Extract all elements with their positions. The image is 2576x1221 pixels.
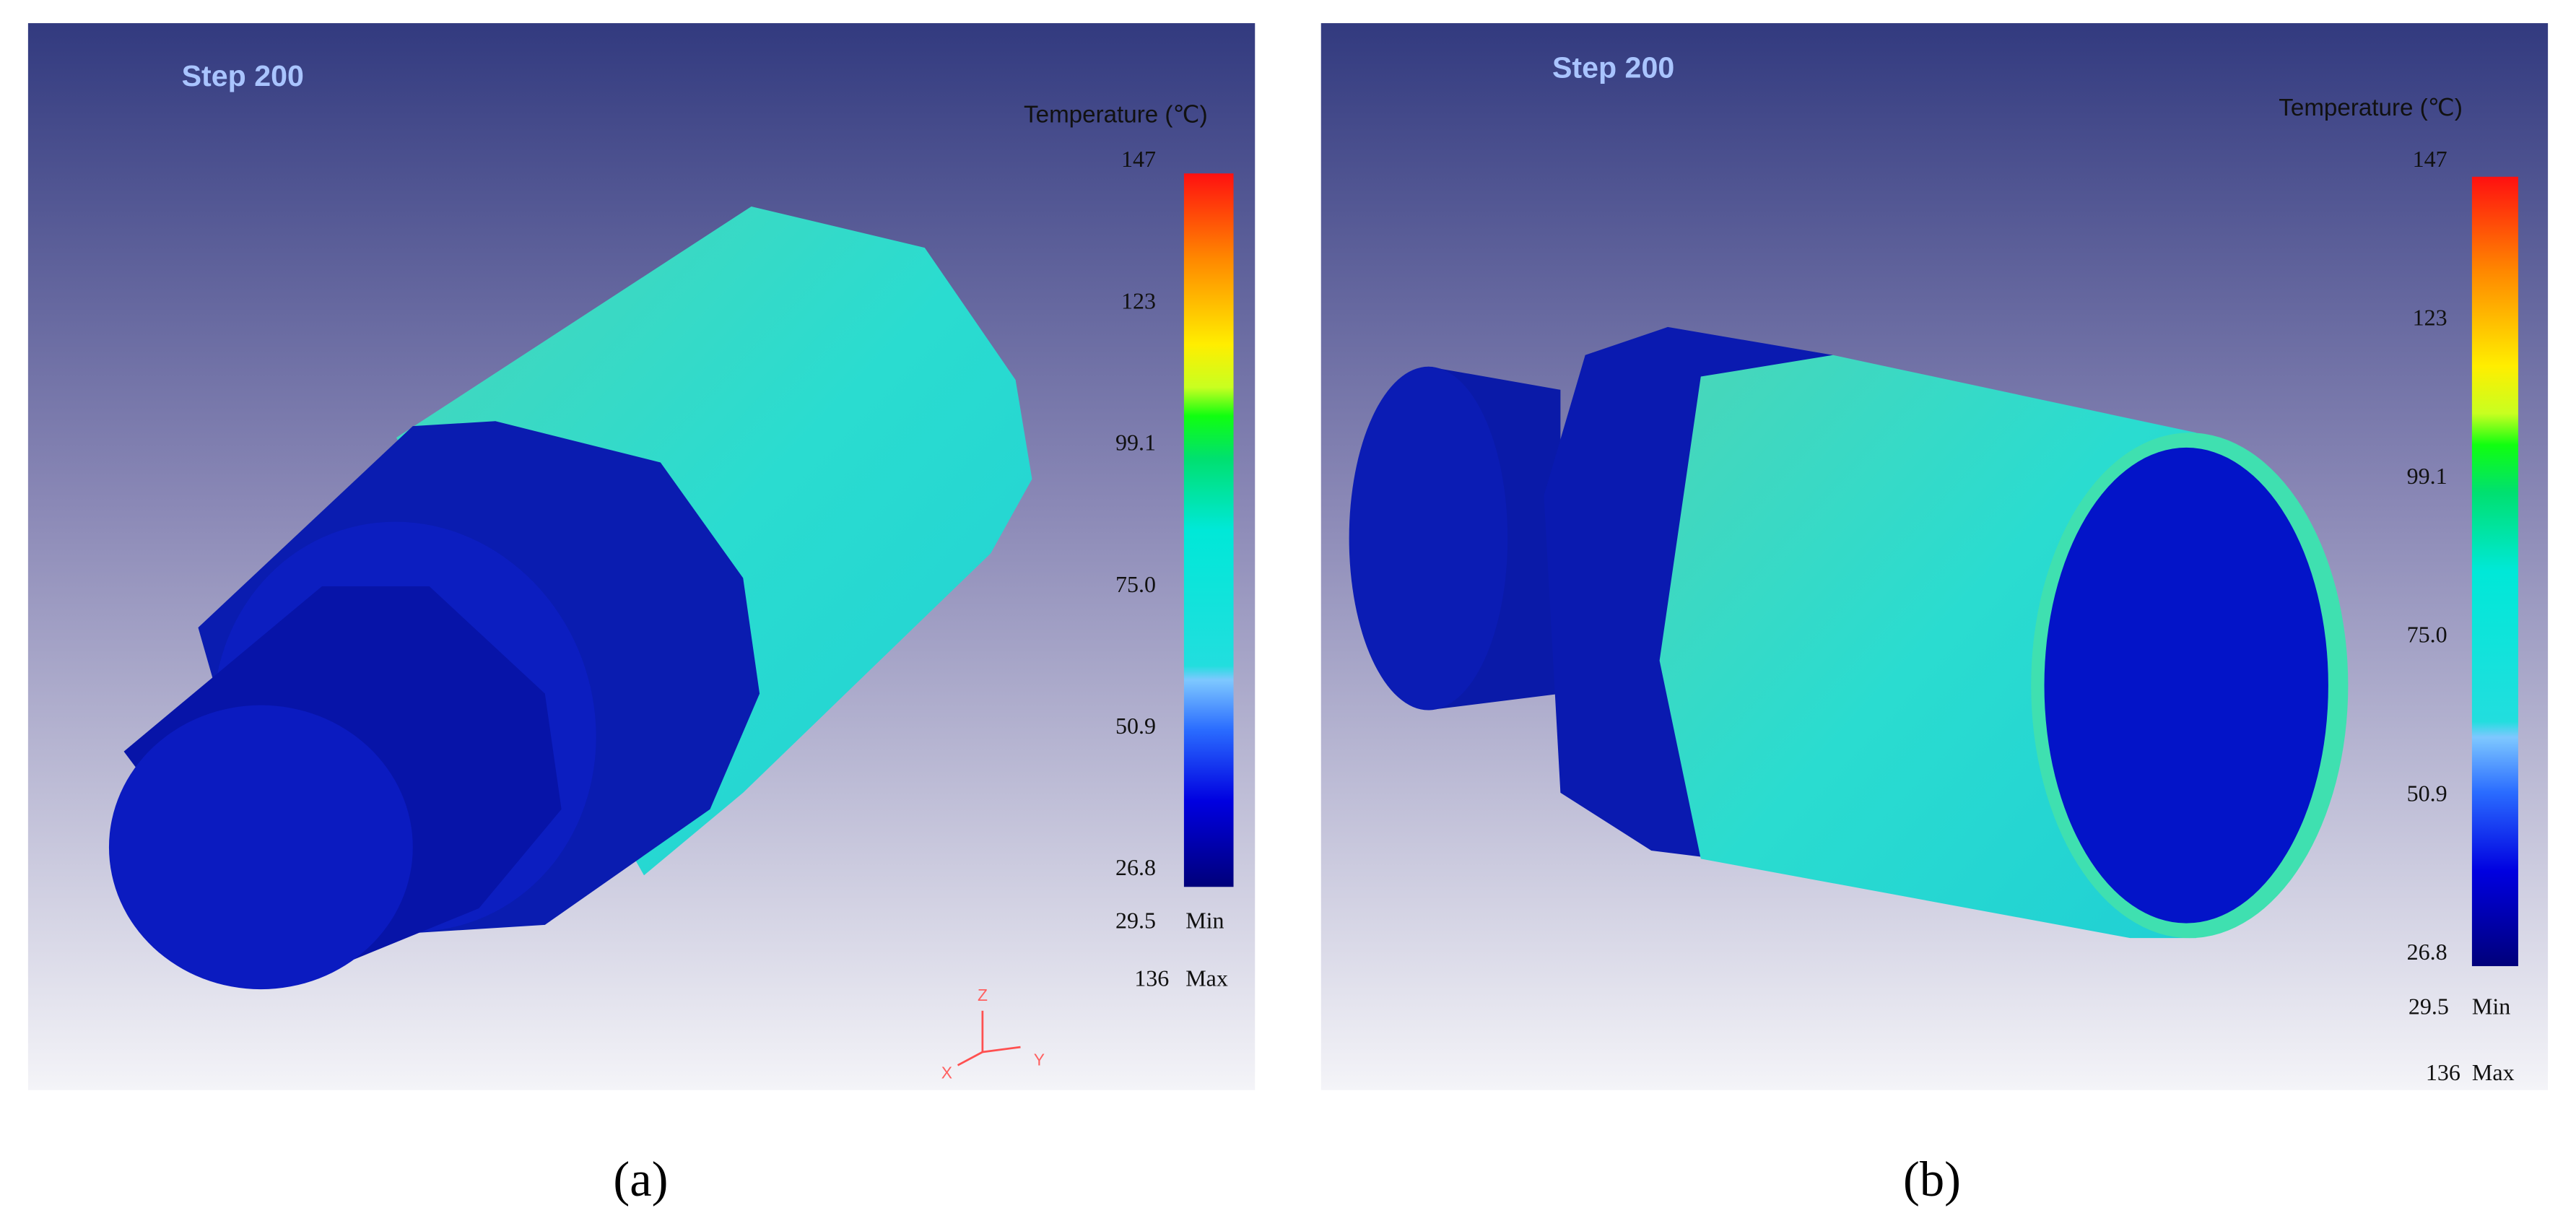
x-label: X [941,1064,952,1082]
scale-label: 50.9 [2407,780,2447,806]
axis-triad: Z Y X [941,986,1045,1082]
scale-label: 147 [2413,146,2447,172]
scale-label: 26.8 [2407,939,2447,965]
max-value: 136 [2426,1059,2460,1085]
small-cylinder-cap [108,705,413,990]
y-axis [982,1046,1021,1053]
cylinder-bore [2044,447,2328,924]
min-value: 29.5 [2409,993,2449,1019]
panel-a: Z Y X Step 200 Temperature (℃) 29.5 Min … [27,23,1256,1207]
legend-title: Temperature (℃) [1024,101,1208,128]
scale-label: 75.0 [2407,622,2447,648]
max-label: Max [2472,1059,2515,1085]
caption: (b) [1903,1152,1961,1207]
scale-label: 147 [1121,146,1156,172]
min-label: Min [1185,907,1224,933]
caption: (a) [613,1152,668,1207]
z-label: Z [978,986,988,1004]
scale-label: 26.8 [1115,854,1156,880]
scale-label: 123 [2413,305,2447,331]
color-bar [2471,176,2518,967]
x-axis [957,1051,983,1066]
min-value: 29.5 [1115,907,1156,933]
min-label: Min [2472,993,2510,1019]
scale-label: 123 [1121,287,1156,313]
max-label: Max [1185,965,1228,991]
scale-label: 50.9 [1115,713,1156,739]
scale-label: 99.1 [1115,430,1156,456]
small-cylinder-cap [1349,366,1508,711]
scale-label: 99.1 [2407,463,2447,489]
y-label: Y [1034,1050,1045,1069]
legend-title: Temperature (℃) [2279,95,2463,121]
step-label: Step 200 [182,59,304,92]
max-value: 136 [1134,965,1169,991]
panel-b: Step 200 Temperature (℃) 29.5 Min 136 Ma… [1320,23,2549,1207]
step-label: Step 200 [1552,51,1674,84]
color-bar [1183,173,1234,887]
scale-label: 75.0 [1115,571,1156,597]
